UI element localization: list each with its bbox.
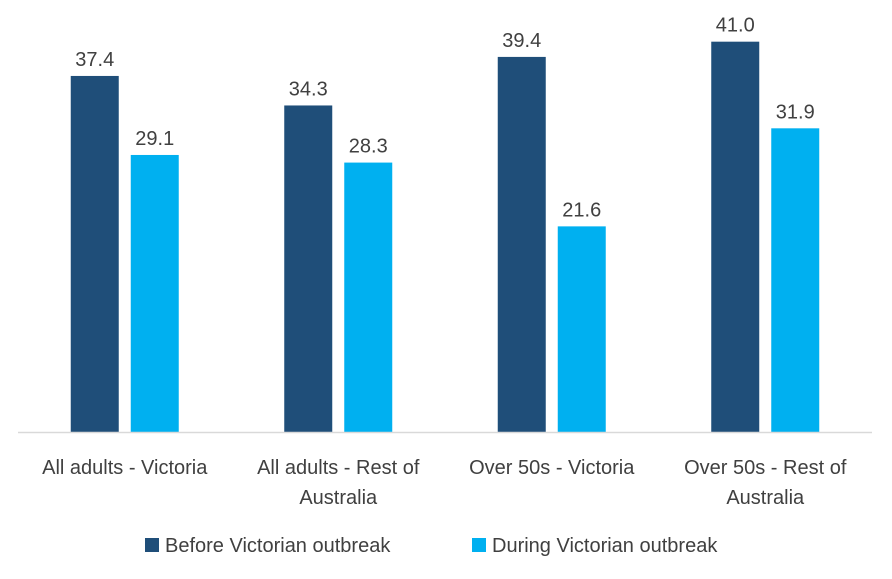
- legend-swatch-before: [145, 538, 159, 552]
- category-label: All adults - Victoria: [42, 457, 208, 479]
- category-label: Australia: [299, 487, 378, 509]
- bar-value-label: 34.3: [289, 78, 328, 100]
- bar-value-label: 21.6: [562, 199, 601, 221]
- legend: Before Victorian outbreak During Victoria…: [145, 535, 718, 557]
- legend-swatch-during: [472, 538, 486, 552]
- bar-value-label: 28.3: [349, 136, 388, 158]
- bar-labels-group: 37.4 29.1 34.3 28.3 39.4 21.6 41.0 31.9: [75, 15, 814, 222]
- bar-during-2: [557, 226, 606, 432]
- bar-value-label: 37.4: [75, 49, 114, 71]
- bar-value-label: 31.9: [776, 101, 815, 123]
- bar-before-0: [70, 75, 119, 433]
- bar-value-label: 29.1: [135, 128, 174, 150]
- category-label: Over 50s - Rest of: [684, 457, 847, 479]
- legend-label-during: During Victorian outbreak: [492, 535, 718, 557]
- category-labels-group: All adults - Victoria All adults - Rest o…: [42, 457, 847, 509]
- bar-value-label: 41.0: [716, 15, 755, 37]
- bar-before-1: [284, 105, 333, 433]
- bar-value-label: 39.4: [502, 30, 541, 52]
- bar-during-0: [130, 154, 179, 432]
- bar-before-2: [497, 56, 546, 433]
- bar-during-3: [771, 128, 820, 432]
- bar-before-3: [711, 41, 760, 433]
- legend-label-before: Before Victorian outbreak: [165, 535, 391, 557]
- bar-during-1: [344, 162, 393, 433]
- category-label: Over 50s - Victoria: [469, 457, 635, 479]
- category-label: All adults - Rest of: [257, 457, 420, 479]
- bars-group: [70, 41, 820, 433]
- category-label: Australia: [726, 487, 805, 509]
